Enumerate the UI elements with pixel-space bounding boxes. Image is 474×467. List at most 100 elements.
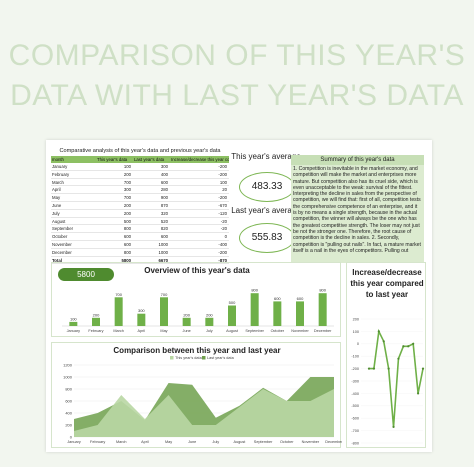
table-cell: -20	[220, 218, 227, 224]
table-cell: 600	[123, 241, 131, 247]
y-tick-label: 800	[65, 386, 72, 391]
bar	[205, 317, 214, 326]
x-tick-label: June	[183, 329, 191, 333]
x-tick-label: November	[291, 329, 309, 333]
table-row: April 300 280 20	[51, 186, 229, 195]
bar	[273, 301, 282, 326]
page-title: COMPARISON OF THIS YEAR'S DATA WITH LAST…	[0, 36, 474, 116]
table-cell: 870	[160, 202, 168, 208]
x-tick-label: November	[302, 440, 320, 444]
table-cell: -670	[218, 202, 227, 208]
data-point	[377, 330, 380, 333]
data-point	[387, 367, 390, 370]
data-label: 500	[229, 300, 236, 305]
data-table: Comparative analysis of this year's data…	[51, 146, 229, 265]
summary-text: 1. Competition is inevitable in the mark…	[293, 166, 421, 254]
data-point	[421, 367, 425, 370]
legend-label: This year's data	[175, 356, 203, 360]
table-cell: -200	[218, 164, 227, 169]
tick-label: -800	[351, 441, 359, 445]
legend-swatch	[202, 356, 206, 360]
summary-title: Summary of this year's data	[291, 155, 424, 165]
table-row: March 700 600 100	[51, 179, 229, 187]
tick-label: -400	[351, 392, 359, 396]
overview-chart-title: Overview of this year's data	[144, 266, 250, 275]
data-point	[382, 340, 385, 343]
table-row: February 200 400 -200	[51, 171, 229, 179]
x-tick-label: March	[113, 329, 124, 333]
data-point	[372, 367, 376, 370]
bar	[296, 301, 304, 326]
table-cell: August	[52, 218, 66, 224]
table-cell: April	[52, 187, 61, 193]
table-cell: 280	[160, 187, 168, 193]
table-cell: July	[52, 210, 60, 216]
table-cell: 200	[123, 210, 131, 216]
table-cell: 700	[123, 195, 131, 201]
table-row: November 600 1000 -400	[51, 241, 229, 249]
table-cell: 800	[123, 226, 131, 232]
table-cell: 100	[123, 164, 131, 169]
table-cell: 600	[123, 234, 131, 240]
header-this-year: This year's data	[97, 157, 128, 162]
table-cell: December	[52, 249, 72, 255]
table-row: January 100 300 -200	[51, 163, 229, 171]
table-cell: 600	[160, 179, 168, 185]
table-cell: -400	[218, 241, 227, 247]
change-chart-title: Increase/decrease this year compared to …	[350, 268, 424, 299]
table-cell: 700	[123, 179, 131, 185]
tick-label: 0	[357, 342, 359, 346]
table-cell: 320	[160, 210, 168, 216]
x-tick-label: May	[160, 329, 167, 333]
legend-label: Last year's data	[207, 356, 235, 360]
table-row: August 500 520 -20	[51, 218, 229, 226]
x-tick-label: January	[67, 440, 81, 444]
last-year-average-label: Last year's average	[231, 206, 301, 215]
table-cell: -20	[220, 226, 227, 232]
bar	[228, 305, 236, 326]
data-point	[407, 345, 410, 348]
table-cell: 820	[160, 226, 168, 232]
x-tick-label: April	[138, 329, 146, 333]
y-tick-label: 0	[70, 434, 73, 439]
table-cell: 800	[123, 249, 131, 255]
x-tick-label: June	[188, 440, 196, 444]
table-cell: 0	[224, 234, 227, 240]
x-tick-label: October	[280, 440, 294, 444]
y-tick-label: 400	[65, 410, 72, 415]
summary-panel: Summary of this year's data 1. Competiti…	[291, 155, 424, 263]
overview-chart-box: 5800 Overview of this year's data 100 Jan…	[51, 262, 341, 337]
table-cell: Total	[52, 257, 62, 263]
table-cell: October	[52, 234, 68, 240]
tick-label: -700	[351, 429, 359, 433]
table-row: July 200 320 -120	[51, 210, 229, 218]
table-cell: 300	[160, 164, 168, 169]
table-cell: -200	[218, 195, 227, 201]
table-row: June 200 870 -670	[51, 202, 229, 210]
x-tick-label: March	[116, 440, 127, 444]
data-label: 700	[161, 292, 168, 297]
data-label: 100	[70, 316, 77, 321]
legend-swatch	[170, 356, 174, 360]
comparison-chart-title: Comparison between this year and last ye…	[113, 346, 281, 355]
tick-label: 200	[353, 317, 359, 321]
x-tick-label: October	[271, 329, 285, 333]
data-point	[416, 392, 420, 395]
data-point	[412, 342, 415, 345]
table-cell: 500	[123, 218, 131, 224]
x-tick-label: December	[314, 329, 332, 333]
comparison-chart-box: Comparison between this year and last ye…	[51, 342, 342, 448]
tick-label: -600	[351, 417, 359, 421]
bar	[114, 297, 123, 326]
bar	[137, 313, 146, 326]
table-caption: Comparative analysis of this year's data…	[59, 148, 221, 154]
table-cell: -870	[218, 257, 227, 263]
table-row: May 700 900 -200	[51, 194, 229, 202]
x-tick-label: April	[141, 440, 149, 444]
table-cell: May	[52, 195, 61, 201]
tick-label: 100	[353, 330, 359, 334]
table-cell: 20	[222, 187, 227, 193]
table-header-row: month This year's data Last year's data …	[51, 156, 229, 163]
data-label: 700	[115, 292, 122, 297]
table-row: December 800 1000 -200	[51, 249, 229, 257]
